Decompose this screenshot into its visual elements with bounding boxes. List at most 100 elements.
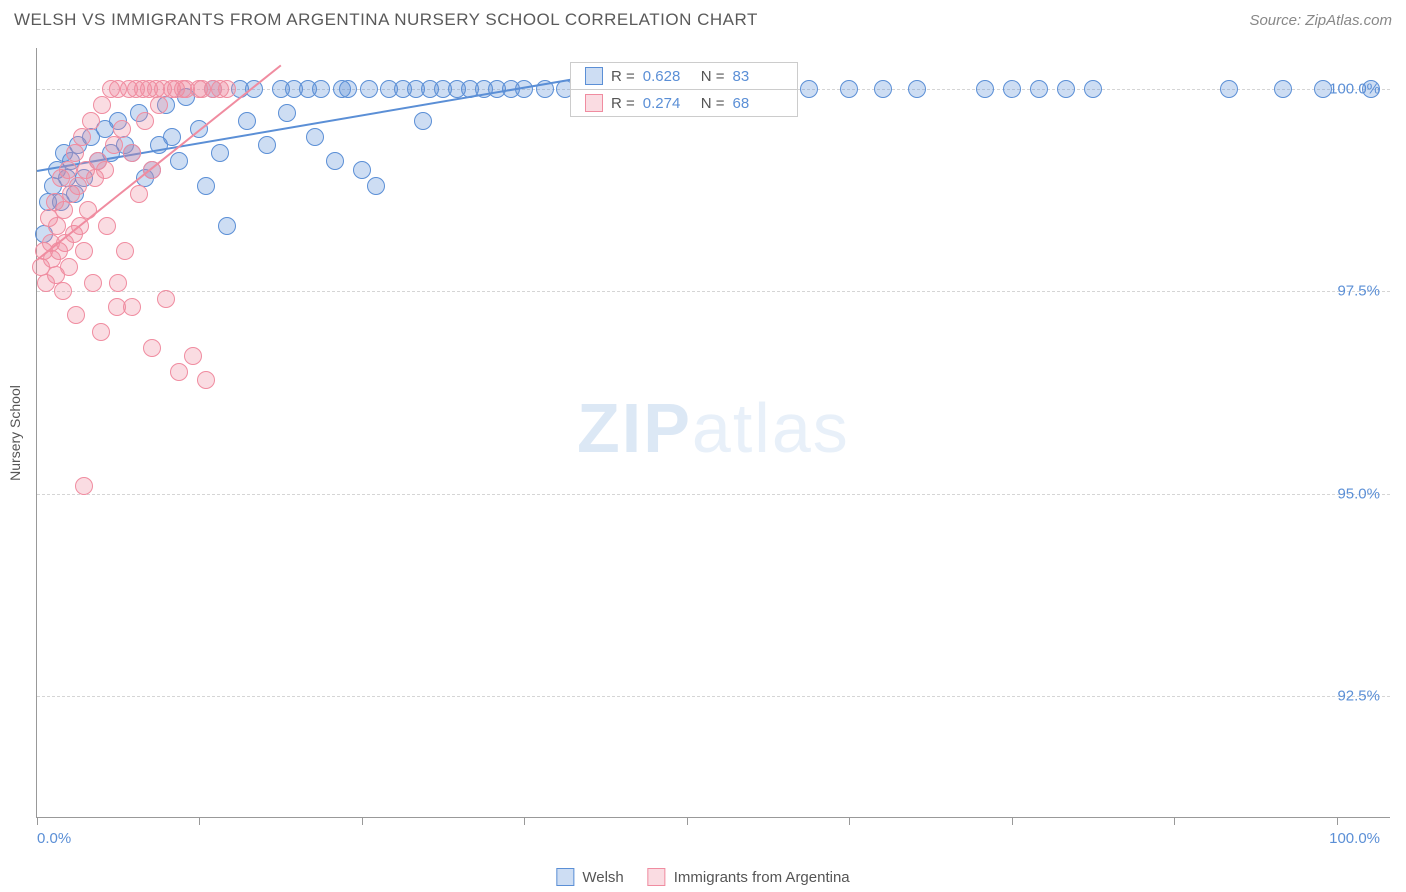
x-tick	[849, 817, 850, 825]
stat-r-label: R =	[611, 68, 635, 85]
legend-item: Immigrants from Argentina	[648, 868, 850, 886]
data-point	[211, 144, 229, 162]
data-point	[116, 242, 134, 260]
data-point	[312, 80, 330, 98]
stat-r-label: R =	[611, 95, 635, 112]
data-point	[105, 136, 123, 154]
data-point	[414, 112, 432, 130]
stat-r-value: 0.274	[643, 95, 693, 112]
data-point	[123, 144, 141, 162]
data-point	[98, 217, 116, 235]
data-point	[92, 323, 110, 341]
data-point	[109, 274, 127, 292]
watermark: ZIPatlas	[577, 388, 850, 468]
legend-swatch	[556, 868, 574, 886]
data-point	[59, 161, 77, 179]
data-point	[238, 112, 256, 130]
data-point	[1084, 80, 1102, 98]
y-tick-label: 95.0%	[1337, 485, 1380, 502]
data-point	[67, 306, 85, 324]
data-point	[170, 152, 188, 170]
data-point	[1220, 80, 1238, 98]
data-point	[1057, 80, 1075, 98]
data-point	[1003, 80, 1021, 98]
data-point	[218, 217, 236, 235]
data-point	[69, 177, 87, 195]
stats-legend: R = 0.628 N = 83 R = 0.274 N = 68	[570, 62, 798, 117]
chart-title: WELSH VS IMMIGRANTS FROM ARGENTINA NURSE…	[14, 10, 758, 30]
data-point	[150, 96, 168, 114]
gridline	[37, 291, 1390, 292]
data-point	[306, 128, 324, 146]
chart-plot-area: Nursery School ZIPatlas 92.5%95.0%97.5%1…	[36, 48, 1390, 818]
stat-n-label: N =	[701, 95, 725, 112]
data-point	[184, 347, 202, 365]
data-point	[1274, 80, 1292, 98]
legend-label: Immigrants from Argentina	[674, 869, 850, 886]
chart-source: Source: ZipAtlas.com	[1249, 12, 1392, 29]
y-axis-title: Nursery School	[7, 385, 23, 481]
data-point	[326, 152, 344, 170]
data-point	[55, 201, 73, 219]
data-point	[258, 136, 276, 154]
data-point	[278, 104, 296, 122]
data-point	[93, 96, 111, 114]
stat-n-value: 83	[733, 68, 783, 85]
stats-legend-row: R = 0.628 N = 83	[571, 63, 797, 90]
data-point	[143, 339, 161, 357]
data-point	[84, 274, 102, 292]
y-tick-label: 92.5%	[1337, 688, 1380, 705]
x-tick	[1174, 817, 1175, 825]
legend-swatch	[585, 67, 603, 85]
data-point	[113, 120, 131, 138]
x-tick-label: 0.0%	[37, 830, 71, 847]
gridline	[37, 494, 1390, 495]
data-point	[66, 144, 84, 162]
stat-n-value: 68	[733, 95, 783, 112]
data-point	[908, 80, 926, 98]
data-point	[1030, 80, 1048, 98]
legend-item: Welsh	[556, 868, 623, 886]
data-point	[54, 282, 72, 300]
x-tick-label: 100.0%	[1329, 830, 1380, 847]
x-tick	[687, 817, 688, 825]
data-point	[1314, 80, 1332, 98]
gridline	[37, 696, 1390, 697]
data-point	[800, 80, 818, 98]
data-point	[976, 80, 994, 98]
data-point	[1362, 80, 1380, 98]
data-point	[75, 242, 93, 260]
x-tick	[199, 817, 200, 825]
data-point	[136, 112, 154, 130]
stats-legend-row: R = 0.274 N = 68	[571, 90, 797, 116]
data-point	[82, 112, 100, 130]
data-point	[130, 185, 148, 203]
bottom-legend: Welsh Immigrants from Argentina	[556, 868, 849, 886]
legend-swatch	[585, 94, 603, 112]
x-tick	[362, 817, 363, 825]
data-point	[60, 258, 78, 276]
data-point	[75, 477, 93, 495]
legend-swatch	[648, 868, 666, 886]
x-tick	[524, 817, 525, 825]
y-tick-label: 97.5%	[1337, 283, 1380, 300]
data-point	[360, 80, 378, 98]
chart-header: WELSH VS IMMIGRANTS FROM ARGENTINA NURSE…	[0, 0, 1406, 36]
x-tick	[37, 817, 38, 825]
x-tick	[1012, 817, 1013, 825]
x-tick	[1337, 817, 1338, 825]
data-point	[339, 80, 357, 98]
stat-r-value: 0.628	[643, 68, 693, 85]
data-point	[197, 177, 215, 195]
data-point	[73, 128, 91, 146]
data-point	[874, 80, 892, 98]
data-point	[218, 80, 236, 98]
data-point	[157, 290, 175, 308]
stat-n-label: N =	[701, 68, 725, 85]
legend-label: Welsh	[582, 869, 623, 886]
data-point	[163, 128, 181, 146]
data-point	[840, 80, 858, 98]
data-point	[170, 363, 188, 381]
data-point	[123, 298, 141, 316]
data-point	[96, 161, 114, 179]
